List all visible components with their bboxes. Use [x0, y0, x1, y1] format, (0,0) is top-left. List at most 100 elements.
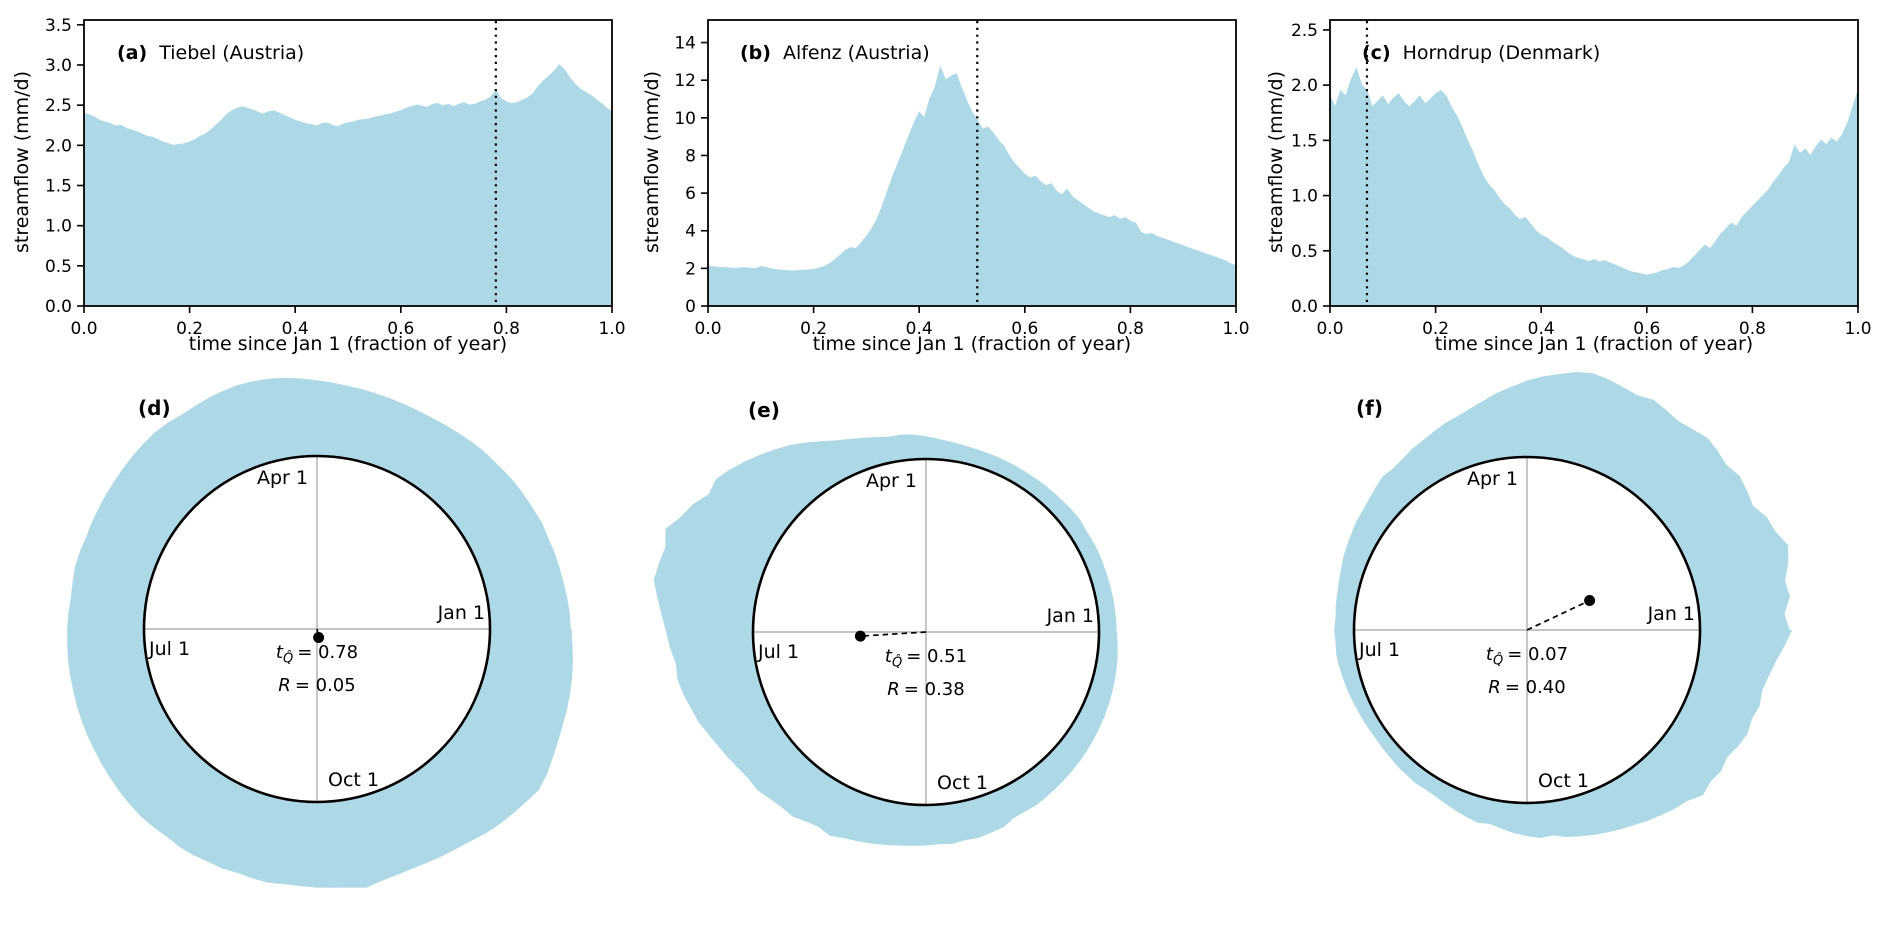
y-tick-label-a: 0.5 — [45, 257, 72, 277]
month-label-apr-d: Apr 1 — [257, 467, 308, 489]
month-label-oct-e: Oct 1 — [937, 772, 988, 794]
y-tick-label-b: 4 — [685, 222, 696, 242]
x-tick-label-b: 0.0 — [694, 319, 721, 339]
axes-box-a — [83, 19, 613, 307]
y-tick-label-b: 12 — [674, 71, 696, 91]
panel-f-annotation: tQ̂ = 0.07 R = 0.40 — [1486, 642, 1568, 701]
panel-a-xlabel: time since Jan 1 (fraction of year) — [188, 333, 508, 355]
panel-b-ylabel: streamflow (mm/d) — [641, 70, 663, 254]
seasonality-marker-d — [313, 631, 325, 643]
month-label-jul-d: Jul 1 — [148, 638, 190, 660]
tq-symbol: t — [275, 642, 283, 663]
seasonality-vector-e — [860, 631, 927, 637]
tq-subscript: Q̂ — [1492, 653, 1504, 669]
panel-f-r: R = 0.40 — [1486, 675, 1568, 701]
x-tick-label-a: 0.2 — [176, 319, 203, 339]
tq-value: = 0.78 — [297, 642, 359, 663]
tq-value: = 0.07 — [1507, 644, 1569, 665]
y-tick-label-c: 1.0 — [1291, 187, 1318, 207]
y-tick-label-a: 1.0 — [45, 217, 72, 237]
panel-d-r: R = 0.05 — [276, 673, 358, 699]
y-tick-label-c: 1.5 — [1291, 131, 1318, 151]
y-tick-label-a: 3.5 — [45, 16, 72, 36]
y-tick-label-b: 14 — [674, 34, 696, 54]
x-tick-label-b: 0.2 — [800, 319, 827, 339]
panel-f-tq: tQ̂ = 0.07 — [1486, 642, 1568, 675]
x-tick-label-c: 0.2 — [1422, 319, 1449, 339]
seasonality-marker-f — [1584, 595, 1596, 607]
panel-e-annotation: tQ̂ = 0.51 R = 0.38 — [885, 644, 967, 703]
panel-f-letter: (f) — [1356, 396, 1383, 420]
y-tick-label-a: 2.5 — [45, 96, 72, 116]
x-tick-label-c: 1.0 — [1844, 319, 1871, 339]
x-tick-label-c: 0.0 — [1316, 319, 1343, 339]
month-label-apr-e: Apr 1 — [866, 470, 917, 492]
x-tick-label-b: 1.0 — [1222, 319, 1249, 339]
y-tick-label-c: 0.0 — [1291, 297, 1318, 317]
seasonal-ring-e — [653, 434, 1118, 846]
streamflow-area-b — [707, 65, 1237, 307]
panel-c-letter: (c) — [1362, 42, 1391, 64]
tq-subscript: Q̂ — [891, 655, 903, 671]
panel-d-annotation: tQ̂ = 0.78 R = 0.05 — [276, 640, 358, 699]
month-label-apr-f: Apr 1 — [1467, 468, 1518, 490]
y-tick-label-b: 2 — [685, 259, 696, 279]
x-tick-label-a: 0.4 — [282, 319, 309, 339]
r-value: = 0.05 — [294, 674, 356, 696]
y-tick-label-b: 0 — [685, 297, 696, 317]
x-tick-label-a: 0.6 — [387, 319, 414, 339]
x-tick-label-c: 0.6 — [1633, 319, 1660, 339]
x-tick-label-a: 0.8 — [493, 319, 520, 339]
month-label-jan-f: Jan 1 — [1647, 603, 1695, 625]
axes-box-c — [1329, 19, 1859, 307]
year-circle-d — [142, 454, 492, 804]
panel-e-letter: (e) — [748, 398, 780, 422]
panel-c-ylabel: streamflow (mm/d) — [1265, 70, 1287, 254]
year-circle-f — [1352, 455, 1702, 805]
x-tick-label-c: 0.8 — [1739, 319, 1766, 339]
streamflow-area-a — [83, 64, 613, 307]
year-circle-e — [751, 457, 1101, 807]
panel-c-station: Horndrup (Denmark) — [1402, 42, 1601, 64]
panel-e-r: R = 0.38 — [885, 677, 967, 703]
month-label-oct-d: Oct 1 — [328, 769, 379, 791]
r-symbol: R — [1488, 676, 1501, 698]
axes-box-b — [707, 19, 1237, 307]
panel-b-station: Alfenz (Austria) — [782, 42, 930, 64]
y-tick-label-a: 3.0 — [45, 56, 72, 76]
panel-e-tq: tQ̂ = 0.51 — [885, 644, 967, 677]
y-tick-label-b: 6 — [685, 184, 696, 204]
panel-c-title: (c) Horndrup (Denmark) — [1362, 42, 1600, 64]
y-tick-label-c: 2.0 — [1291, 76, 1318, 96]
month-label-jan-e: Jan 1 — [1046, 605, 1094, 627]
r-symbol: R — [887, 678, 900, 700]
panel-b-title: (b) Alfenz (Austria) — [740, 42, 930, 64]
panel-a-station: Tiebel (Austria) — [159, 42, 305, 64]
y-tick-label-b: 8 — [685, 146, 696, 166]
panel-b-letter: (b) — [740, 42, 771, 64]
x-tick-label-b: 0.8 — [1117, 319, 1144, 339]
tq-symbol: t — [884, 646, 892, 667]
panel-a-letter: (a) — [117, 42, 148, 64]
seasonal-ring-f — [1334, 371, 1793, 838]
panel-d-tq: tQ̂ = 0.78 — [276, 640, 358, 673]
month-label-jul-e: Jul 1 — [757, 641, 799, 663]
y-tick-label-a: 2.0 — [45, 136, 72, 156]
seasonality-marker-e — [854, 630, 866, 642]
x-tick-label-a: 1.0 — [598, 319, 625, 339]
y-tick-label-a: 0.0 — [45, 297, 72, 317]
tq-value: = 0.51 — [906, 646, 968, 667]
seasonality-vector-f — [1526, 599, 1590, 631]
panel-c-xlabel: time since Jan 1 (fraction of year) — [1434, 333, 1754, 355]
tq-subscript: Q̂ — [282, 651, 294, 667]
r-value: = 0.40 — [1504, 676, 1566, 698]
tq-symbol: t — [1485, 644, 1493, 665]
y-tick-label-c: 2.5 — [1291, 21, 1318, 41]
seasonal-ring-d — [67, 377, 573, 888]
x-tick-label-b: 0.4 — [906, 319, 933, 339]
y-tick-label-b: 10 — [674, 109, 696, 129]
panel-d-letter: (d) — [138, 396, 171, 420]
month-label-oct-f: Oct 1 — [1538, 770, 1589, 792]
panel-a-ylabel: streamflow (mm/d) — [11, 70, 33, 254]
